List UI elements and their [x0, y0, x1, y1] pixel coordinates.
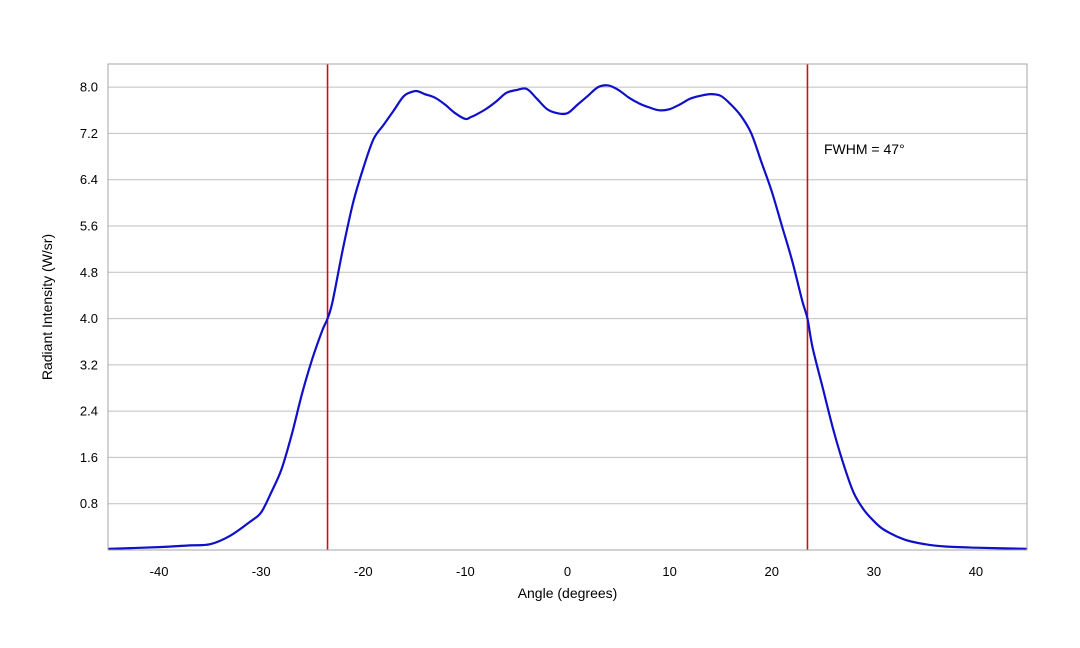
y-tick-label: 7.2	[80, 126, 98, 141]
x-tick-label: -40	[150, 564, 169, 579]
x-tick-label: 40	[969, 564, 983, 579]
y-tick-label: 5.6	[80, 219, 98, 234]
plot-frame	[107, 63, 1028, 551]
fwhm-markers	[326, 64, 809, 550]
x-tick-labels: -40 -30 -20 -10 0 10 20 30 40	[150, 564, 984, 579]
x-tick-label: 10	[662, 564, 676, 579]
y-tick-label: 2.4	[80, 404, 98, 419]
x-tick-label: 30	[867, 564, 881, 579]
x-tick-label: 0	[564, 564, 571, 579]
x-tick-label: -20	[354, 564, 373, 579]
gridlines	[108, 86, 1027, 505]
series-line-group	[107, 84, 1028, 550]
y-tick-label: 8.0	[80, 80, 98, 95]
y-tick-label: 1.6	[80, 450, 98, 465]
x-tick-label: 20	[764, 564, 778, 579]
x-tick-label: -30	[252, 564, 271, 579]
y-tick-labels: 0.8 1.6 2.4 3.2 4.0 4.8 5.6 6.4 7.2 8.0	[80, 80, 98, 512]
fwhm-annotation: FWHM = 47°	[824, 141, 905, 157]
series-line	[107, 84, 1028, 550]
y-axis-label: Radiant Intensity (W/sr)	[39, 234, 55, 380]
y-tick-label: 3.2	[80, 357, 98, 372]
y-tick-label: 0.8	[80, 496, 98, 511]
y-tick-label: 6.4	[80, 172, 98, 187]
x-tick-label: -10	[456, 564, 475, 579]
x-axis-label: Angle (degrees)	[518, 585, 618, 601]
y-tick-label: 4.0	[80, 311, 98, 326]
y-tick-label: 4.8	[80, 265, 98, 280]
